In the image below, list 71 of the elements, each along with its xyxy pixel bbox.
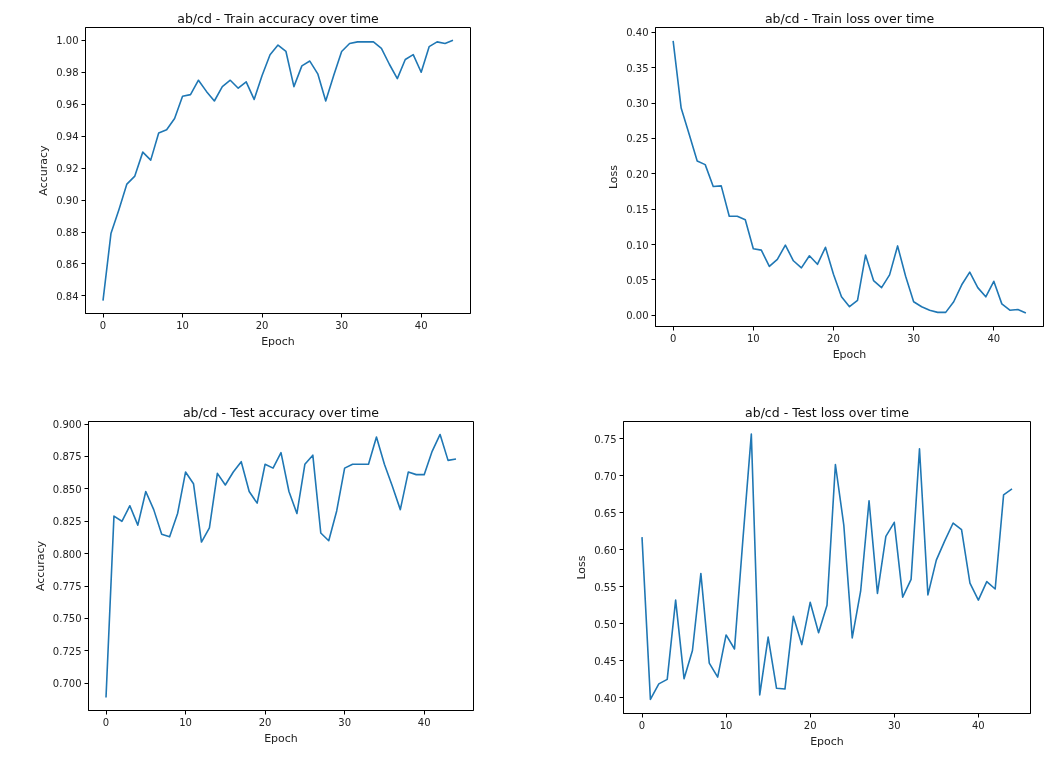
x-tick-label: 30: [335, 319, 349, 331]
y-tick-label: 0.84: [56, 290, 79, 302]
y-tick-label: 0.800: [52, 548, 82, 560]
y-tick-label: 0.900: [52, 419, 82, 431]
x-axis-title: Epoch: [832, 347, 867, 361]
x-tick-label: 10: [179, 716, 192, 728]
y-tick-label: 0.15: [626, 204, 649, 216]
y-tick-label: 0.60: [594, 544, 617, 556]
y-tick-label: 0.88: [56, 227, 79, 239]
y-axis-title: Accuracy: [37, 144, 51, 196]
y-axis-title: Loss: [607, 164, 621, 190]
y-tick-label: 0.30: [626, 98, 649, 110]
x-tick-label: 10: [176, 319, 189, 331]
y-tick-label: 0.825: [52, 516, 82, 528]
x-tick-label: 10: [719, 719, 733, 731]
y-tick-label: 0.50: [594, 618, 617, 630]
y-tick-label: 0.40: [626, 27, 649, 39]
y-tick-label: 0.86: [56, 258, 79, 270]
x-axis-title: Epoch: [810, 734, 844, 748]
y-tick-label: 0.92: [56, 163, 79, 175]
y-tick-label: 0.98: [56, 67, 79, 79]
x-tick-label: 0: [99, 319, 107, 331]
x-tick-label: 20: [803, 719, 817, 731]
y-tick-label: 0.94: [56, 131, 79, 143]
x-tick-label: 40: [972, 719, 985, 731]
chart-title: ab/cd - Train loss over time: [764, 11, 935, 26]
chart-title: ab/cd - Train accuracy over time: [177, 11, 380, 26]
y-axis-title: Loss: [575, 555, 589, 580]
chart-title: ab/cd - Test loss over time: [745, 405, 910, 420]
y-tick-label: 0.65: [594, 507, 617, 519]
y-tick-label: 0.05: [626, 274, 649, 286]
x-tick-label: 0: [638, 719, 646, 731]
y-tick-label: 0.00: [626, 310, 649, 322]
x-axis-title: Epoch: [261, 334, 295, 348]
y-tick-label: 0.70: [594, 470, 617, 482]
x-tick-label: 20: [258, 716, 272, 728]
y-tick-label: 0.775: [52, 581, 82, 593]
x-tick-label: 0: [669, 332, 677, 344]
x-tick-label: 40: [417, 716, 431, 728]
x-axis-title: Epoch: [264, 731, 298, 745]
y-tick-label: 0.10: [626, 239, 649, 251]
line-series: [102, 39, 454, 302]
x-tick-label: 0: [102, 716, 110, 728]
y-tick-label: 0.850: [52, 483, 82, 495]
y-tick-label: 0.35: [626, 62, 649, 74]
y-tick-label: 1.00: [56, 35, 79, 47]
y-tick-label: 0.45: [594, 655, 617, 667]
x-tick-label: 30: [887, 719, 901, 731]
x-tick-label: 40: [414, 319, 428, 331]
y-tick-label: 0.875: [52, 451, 82, 463]
line-series: [641, 433, 1013, 701]
y-tick-label: 0.90: [56, 195, 79, 207]
y-tick-label: 0.25: [626, 133, 649, 145]
x-tick-label: 20: [827, 332, 840, 344]
x-tick-label: 20: [255, 319, 269, 331]
y-tick-label: 0.700: [52, 678, 82, 690]
y-tick-label: 0.20: [626, 168, 649, 180]
x-tick-label: 10: [746, 332, 760, 344]
chart-title: ab/cd - Test accuracy over time: [182, 405, 380, 420]
y-tick-label: 0.96: [56, 99, 79, 111]
x-tick-label: 40: [987, 332, 1001, 344]
x-tick-label: 30: [338, 716, 352, 728]
y-axis-title: Accuracy: [33, 540, 47, 592]
y-tick-label: 0.750: [52, 613, 82, 625]
y-tick-label: 0.725: [52, 645, 82, 657]
line-series: [672, 40, 1027, 314]
y-tick-label: 0.55: [594, 581, 617, 593]
x-tick-label: 30: [907, 332, 920, 344]
line-series: [105, 433, 457, 699]
y-tick-label: 0.75: [594, 433, 617, 445]
y-tick-label: 0.40: [594, 692, 617, 704]
